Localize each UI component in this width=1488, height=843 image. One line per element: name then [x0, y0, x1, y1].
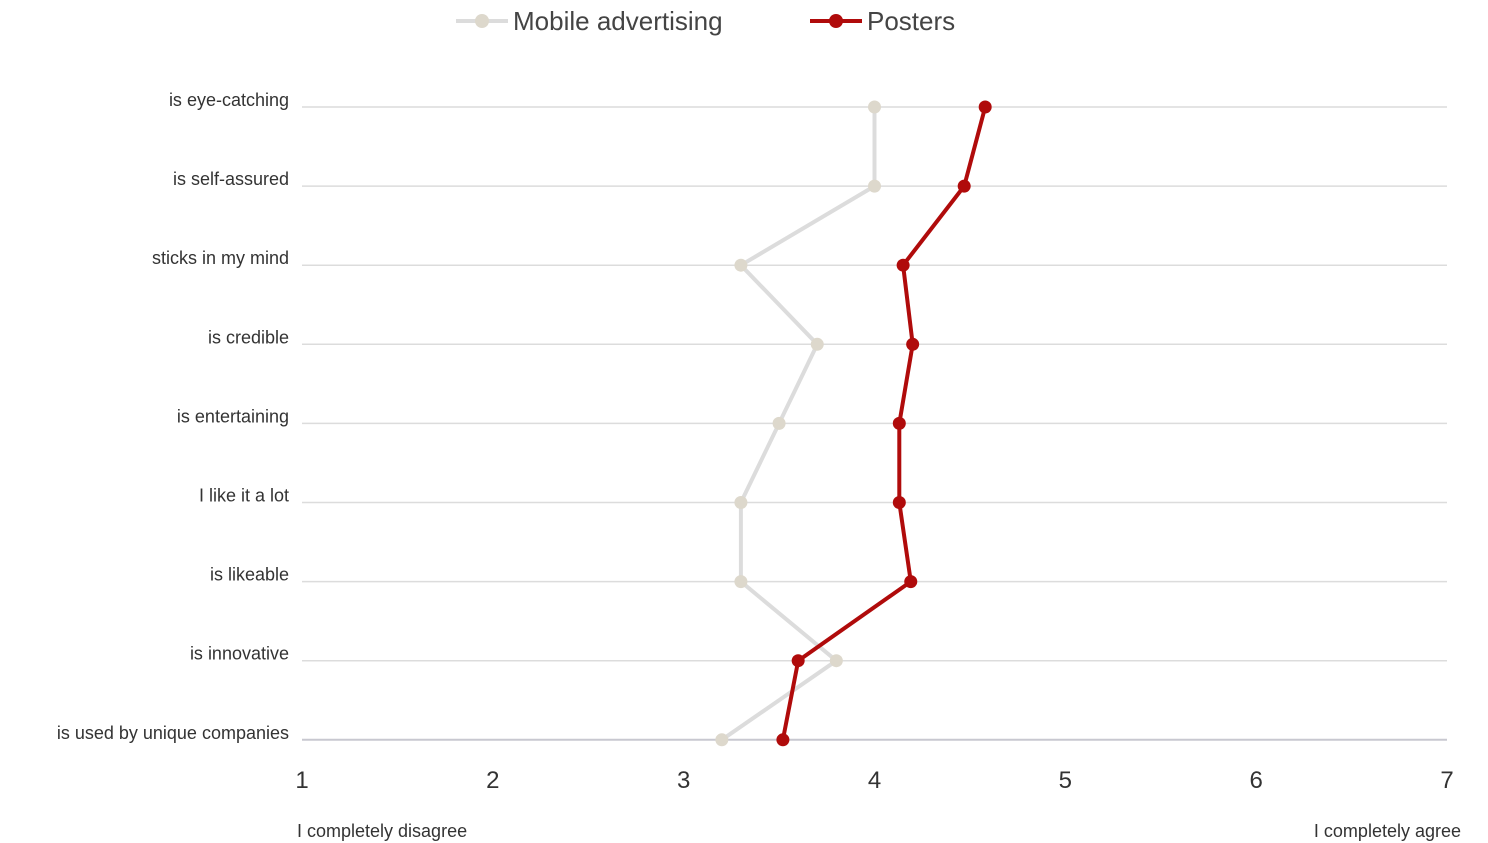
data-point-0	[772, 416, 786, 430]
category-label: is used by unique companies	[57, 723, 289, 743]
data-point-1	[906, 337, 920, 351]
gridlines	[302, 106, 1447, 741]
data-point-0	[734, 258, 748, 272]
data-point-1	[776, 733, 790, 747]
x-end-label-left: I completely disagree	[297, 821, 467, 841]
data-point-1	[892, 496, 906, 509]
legend-marker-posters	[829, 14, 843, 28]
category-label: is likeable	[210, 565, 289, 585]
x-tick-label: 6	[1249, 767, 1262, 794]
legend-marker-mobile	[475, 14, 489, 28]
data-point-0	[734, 496, 748, 509]
legend: Mobile advertising Posters	[456, 6, 955, 36]
data-point-1	[791, 654, 805, 668]
legend-label-mobile: Mobile advertising	[513, 6, 723, 36]
data-point-1	[957, 179, 971, 193]
x-tick-label: 2	[486, 767, 499, 794]
category-label: is credible	[208, 327, 289, 347]
data-point-0	[734, 575, 748, 589]
x-end-label-right: I completely agree	[1314, 821, 1461, 841]
data-point-0	[829, 654, 843, 668]
category-label: is eye-catching	[169, 90, 289, 110]
x-tick-label: 7	[1440, 767, 1453, 794]
data-point-1	[896, 258, 910, 272]
category-label: sticks in my mind	[152, 248, 289, 268]
data-point-0	[868, 100, 881, 114]
data-point-0	[810, 337, 824, 351]
x-tick-label: 3	[677, 767, 690, 794]
data-point-1	[904, 575, 918, 589]
category-labels: is eye-catching is self-assured sticks in …	[57, 90, 289, 743]
legend-label-posters: Posters	[867, 6, 955, 36]
data-point-1	[892, 416, 906, 430]
x-tick-label: 4	[868, 767, 881, 794]
x-tick-label: 5	[1059, 767, 1072, 794]
x-axis-ticks: 1 2 3 4 5 6 7	[295, 767, 1453, 794]
data-points	[715, 100, 992, 747]
data-point-0	[715, 733, 729, 747]
category-label: is self-assured	[173, 169, 289, 189]
data-point-0	[868, 179, 881, 193]
data-point-1	[978, 100, 992, 114]
category-label: is innovative	[190, 644, 289, 664]
x-tick-label: 1	[295, 767, 308, 794]
category-label: is entertaining	[177, 406, 289, 426]
category-label: I like it a lot	[199, 486, 289, 506]
